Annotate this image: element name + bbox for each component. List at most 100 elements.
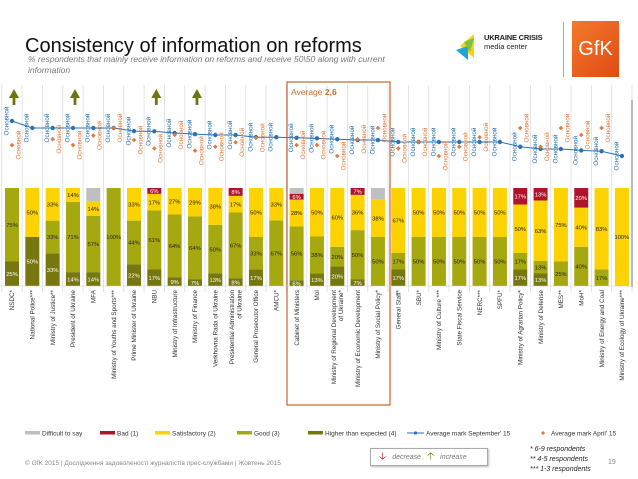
bar-value-label: 7%	[353, 190, 361, 196]
bar-value-label: 50%	[250, 211, 262, 217]
bar-value-label: 20%	[331, 255, 343, 261]
bar-segment-satisfactory	[248, 188, 263, 237]
footnotes: * 6-9 respondents ** 4-5 respondents ***…	[530, 445, 591, 475]
bar-segment-difficult	[370, 188, 385, 200]
september-point	[274, 135, 279, 140]
category-label: Ministry of Defense	[538, 290, 545, 344]
bar-segment-good	[452, 237, 467, 286]
bar-segment-good	[65, 201, 80, 273]
april-point-label: Основной	[238, 127, 246, 156]
gfk-logo: GfK	[572, 21, 619, 77]
category-label: Ministry of Culture ***	[436, 289, 443, 349]
april-point	[9, 142, 15, 148]
bar-segment-satisfactory	[594, 188, 609, 270]
legend-swatch-bad	[100, 431, 115, 435]
bar-segment-higher	[126, 264, 141, 286]
highlight-label: Average 2,6	[291, 87, 337, 97]
bar-segment-higher	[45, 253, 60, 286]
bar-segment-satisfactory	[553, 188, 568, 262]
bar-value-label: 28%	[291, 211, 303, 217]
september-point-label: Основной	[104, 113, 112, 142]
category-label: MoI	[314, 290, 321, 301]
bar-value-label: 71%	[67, 235, 79, 241]
bar-value-label: 50%	[453, 211, 465, 217]
bar-value-label: 50%	[474, 211, 486, 217]
bar-segment-satisfactory	[574, 207, 589, 247]
bar-value-label: 29%	[189, 200, 201, 206]
april-point-label: Основной	[441, 141, 449, 170]
bars: 25% 75% 50% 50% 33% 33% 33% 14% 71% 14% 14% 57% 14% 1…	[5, 188, 629, 287]
legend-swatch-difficult	[25, 431, 40, 435]
september-point	[314, 136, 320, 141]
september-point	[152, 129, 157, 134]
september-point-label: Основной	[124, 116, 132, 145]
bar-value-label: 50%	[474, 260, 486, 266]
category-label: General Prosecutor Office	[253, 290, 260, 363]
bar-segment-satisfactory	[472, 188, 487, 237]
legend-label-good: Good (3)	[254, 430, 280, 437]
bar-value-label: 17%	[514, 259, 526, 265]
september-point-label: Основной	[612, 141, 620, 170]
april-point-label: Основной	[421, 127, 429, 156]
april-point-label: Основной	[401, 134, 409, 163]
april-point	[172, 132, 177, 138]
ucmc-logo-line1: UKRAINE CRISIS	[484, 33, 543, 42]
bar-value-label: 14%	[88, 207, 100, 213]
bar-value-label: 17%	[230, 202, 242, 208]
bar-value-label: 14%	[88, 277, 100, 283]
april-point-label: Основной	[380, 113, 388, 142]
bar-segment-good	[269, 220, 284, 286]
category-label: Presidential Administrationof Ukraine	[229, 290, 243, 365]
bar-value-label: 14%	[67, 193, 79, 199]
april-point	[578, 132, 584, 138]
bar-value-label: 50%	[372, 260, 384, 266]
april-point-label: Основной	[563, 113, 571, 142]
september-point-label: Основной	[185, 119, 193, 148]
bar-value-label: 100%	[614, 235, 629, 241]
april-point-label: Основной	[218, 132, 226, 161]
april-point-label: Основной	[136, 125, 144, 154]
bar-segment-higher	[65, 272, 80, 286]
april-point	[111, 125, 116, 131]
page-title: Consistency of information on reforms	[25, 35, 362, 57]
bar-value-label: 13%	[535, 265, 547, 271]
bar-value-label: 13%	[535, 192, 547, 198]
bar-value-label: 100%	[106, 235, 121, 241]
april-point	[538, 144, 543, 150]
bar-value-label: 20%	[331, 274, 343, 280]
september-point-label: Основной	[409, 127, 417, 156]
bar-segment-satisfactory	[86, 201, 101, 216]
category-label: Ministry of Infrastructure	[172, 290, 179, 358]
september-point	[497, 139, 503, 145]
september-point	[436, 139, 442, 145]
bar-value-label: 17%	[514, 194, 526, 200]
bar-segment-higher	[350, 279, 365, 286]
september-point-label: Основной	[246, 122, 254, 151]
bar-value-label: 44%	[128, 241, 140, 247]
april-point-label: Основной	[55, 124, 63, 153]
september-point-label: Основной	[470, 127, 478, 156]
bar-segment-satisfactory	[330, 188, 345, 247]
bar-value-label: 7%	[191, 281, 199, 287]
bar-segment-good	[472, 237, 487, 286]
legend-label-satisfactory: Satisfactory (2)	[172, 430, 216, 437]
bar-segment-satisfactory	[411, 188, 426, 237]
arrow-up-icon: 🡡	[426, 450, 435, 462]
bar-value-label: 33%	[47, 268, 59, 274]
september-point	[192, 131, 198, 137]
legend-label-september: Average mark September' 15	[426, 430, 511, 437]
arrow-up-icon	[151, 89, 162, 105]
september-point-label: Основной	[287, 123, 295, 152]
bar-segment-bad	[350, 188, 365, 195]
bar-value-label: 40%	[575, 225, 587, 231]
bar-segment-satisfactory	[167, 188, 182, 215]
bar-value-label: 17%	[514, 276, 526, 282]
april-point	[50, 136, 55, 142]
april-point-label: Основной	[360, 124, 368, 153]
bar-value-label: 13%	[209, 278, 221, 284]
bar-value-label: 83%	[596, 227, 608, 233]
september-point	[558, 146, 564, 152]
bar-value-label: 50%	[413, 211, 425, 217]
page-subtitle: % respondents that mainly receive inform…	[28, 54, 385, 75]
bar-value-label: 50%	[433, 260, 445, 266]
